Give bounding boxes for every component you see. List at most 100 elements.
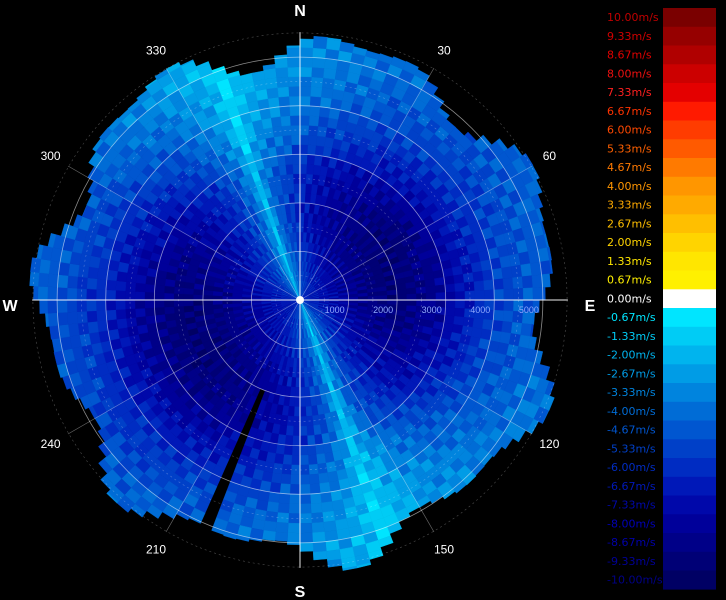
- velocity-cell: [307, 134, 318, 146]
- velocity-cell: [520, 263, 533, 277]
- velocity-cell: [491, 320, 504, 333]
- legend-swatch: [663, 176, 716, 196]
- velocity-cell: [311, 531, 326, 543]
- velocity-cell: [163, 285, 175, 294]
- velocity-cell: [192, 294, 204, 301]
- velocity-cell: [144, 299, 155, 309]
- velocity-cell: [106, 319, 118, 331]
- velocity-cell: [318, 472, 330, 484]
- velocity-cell: [310, 86, 323, 98]
- velocity-cell: [134, 282, 146, 293]
- velocity-cell: [277, 502, 290, 514]
- velocity-cells: [29, 35, 555, 571]
- velocity-cell: [281, 125, 292, 137]
- legend-label: 8.67m/s: [607, 49, 652, 62]
- velocity-cell: [510, 322, 523, 336]
- velocity-cell: [327, 37, 342, 42]
- velocity-cell: [291, 454, 301, 466]
- velocity-cell: [202, 304, 214, 311]
- velocity-cell: [29, 271, 40, 287]
- velocity-cell: [292, 435, 301, 446]
- legend-swatch: [663, 233, 716, 253]
- velocity-cell: [299, 115, 310, 126]
- velocity-cell: [299, 86, 312, 97]
- velocity-cell: [47, 273, 59, 288]
- velocity-cell: [299, 56, 313, 68]
- velocity-cell: [299, 377, 305, 388]
- velocity-cell: [533, 179, 543, 194]
- velocity-cell: [290, 474, 301, 485]
- compass-label-n: N: [294, 3, 306, 20]
- velocity-cell: [86, 277, 98, 290]
- velocity-cell: [290, 115, 301, 126]
- velocity-cell: [144, 291, 155, 301]
- velocity-cell: [299, 183, 307, 194]
- velocity-cell: [535, 207, 544, 223]
- range-label: 4000: [470, 305, 490, 315]
- velocity-cell: [416, 495, 431, 508]
- velocity-cell: [117, 327, 130, 339]
- velocity-cell: [307, 444, 317, 456]
- velocity-cell: [154, 299, 165, 308]
- velocity-cell: [526, 165, 540, 182]
- velocity-cell: [134, 307, 146, 318]
- velocity-cell: [115, 290, 126, 301]
- velocity-cell: [299, 396, 306, 408]
- legend-swatch: [663, 139, 716, 159]
- velocity-cell: [275, 145, 286, 157]
- legend-swatch: [663, 533, 716, 553]
- velocity-cell: [503, 299, 514, 312]
- legend-swatch: [663, 570, 716, 590]
- velocity-cell: [286, 173, 295, 185]
- velocity-cell: [87, 266, 99, 279]
- velocity-cell: [502, 310, 514, 323]
- velocity-cell: [96, 267, 109, 280]
- velocity-cell: [273, 135, 285, 147]
- velocity-cell: [299, 445, 309, 456]
- velocity-cell: [33, 285, 39, 301]
- legend-label: -1.33m/s: [607, 330, 656, 343]
- radar-ppi-chart: N E S W 30 60 120 150 210 240 300 330 1000 2000 3000 40…: [2, 3, 595, 600]
- legend-label: 9.33m/s: [607, 30, 652, 43]
- velocity-cell: [289, 202, 296, 214]
- velocity-cell: [154, 284, 165, 294]
- velocity-cell: [396, 299, 408, 306]
- velocity-cell: [309, 492, 322, 504]
- velocity-cell: [287, 183, 295, 194]
- velocity-cell: [38, 258, 51, 274]
- velocity-cell: [454, 291, 466, 301]
- legend-swatch: [663, 251, 716, 271]
- velocity-cell: [309, 96, 322, 108]
- velocity-cell: [275, 521, 289, 534]
- velocity-cell: [277, 86, 290, 98]
- velocity-cell: [37, 272, 50, 288]
- legend-swatch: [663, 364, 716, 384]
- velocity-cell: [315, 453, 327, 465]
- velocity-cell: [299, 425, 308, 437]
- range-label: 2000: [373, 305, 393, 315]
- velocity-cell: [294, 396, 301, 408]
- velocity-cell: [377, 295, 388, 301]
- velocity-cell: [424, 278, 436, 288]
- velocity-cell: [87, 321, 99, 334]
- velocity-cell: [532, 287, 544, 301]
- velocity-cell: [308, 473, 320, 485]
- velocity-cell: [311, 57, 326, 69]
- velocity-cell: [164, 312, 176, 322]
- velocity-cell: [267, 491, 280, 504]
- velocity-cell: [299, 387, 306, 398]
- velocity-cell: [309, 105, 321, 117]
- legend-swatch: [663, 551, 716, 571]
- velocity-cell: [339, 41, 355, 54]
- velocity-cell: [377, 290, 388, 297]
- velocity-cell: [284, 435, 294, 446]
- velocity-cell: [278, 492, 291, 504]
- velocity-cell: [503, 288, 514, 301]
- velocity-cell: [287, 522, 301, 534]
- velocity-cell: [502, 277, 514, 290]
- velocity-cell: [510, 264, 523, 278]
- velocity-cell: [291, 445, 301, 456]
- velocity-cell: [66, 299, 78, 313]
- velocity-cell: [307, 454, 318, 466]
- velocity-cell: [306, 425, 315, 437]
